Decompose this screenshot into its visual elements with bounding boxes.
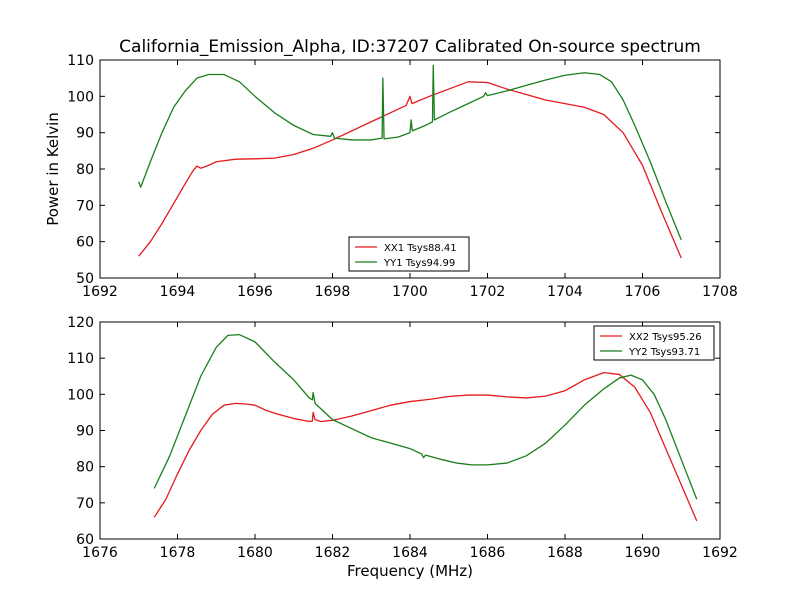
top-y-tick-label: 50	[76, 271, 94, 287]
bottom-x-tick-label: 1678	[160, 545, 196, 561]
top-legend-label-2: YY1 Tsys94.99	[383, 258, 455, 269]
bottom-legend-label-2: YY2 Tsys93.71	[628, 347, 700, 358]
top-y-tick-label: 60	[76, 235, 94, 251]
top-y-tick-label: 110	[67, 53, 94, 69]
top-x-tick-label: 1706	[625, 284, 661, 300]
top-legend-box	[348, 236, 470, 272]
bottom-series-line-2	[153, 334, 698, 500]
bottom-y-tick-label: 110	[67, 351, 94, 367]
top-series-line-2	[138, 64, 682, 241]
bottom-x-tick-label: 1680	[237, 545, 273, 561]
bottom-y-tick-label: 100	[67, 387, 94, 403]
bottom-x-tick-label: 1692	[702, 545, 738, 561]
top-x-tick-label: 1700	[392, 284, 428, 300]
bottom-y-tick-label: 90	[76, 424, 94, 440]
bottom-x-tick-label: 1688	[547, 545, 583, 561]
top-x-tick-label: 1702	[470, 284, 506, 300]
top-y-tick-label: 80	[76, 162, 94, 178]
top-y-axis-label: Power in Kelvin	[44, 112, 62, 226]
bottom-x-axis-label: Frequency (MHz)	[347, 562, 473, 580]
top-plot: 1692 1694 1696 1698 1700 1702 1704 1706 1708 50 60…	[67, 53, 738, 300]
top-y-tick-label: 90	[76, 126, 94, 142]
bottom-x-tick-label: 1676	[82, 545, 118, 561]
bottom-y-tick-label: 70	[76, 496, 94, 512]
top-x-tick-label: 1696	[237, 284, 273, 300]
top-y-tick-label: 100	[67, 89, 94, 105]
top-x-tick-label: 1698	[315, 284, 351, 300]
bottom-y-tick-label: 80	[76, 460, 94, 476]
top-legend: XX1 Tsys88.41 YY1 Tsys94.99	[348, 236, 470, 272]
top-x-tick-label: 1708	[702, 284, 738, 300]
bottom-legend-box	[593, 325, 715, 361]
bottom-y-tick-label: 60	[76, 532, 94, 548]
top-x-tick-label: 1694	[160, 284, 196, 300]
top-legend-label-1: XX1 Tsys88.41	[384, 243, 457, 254]
top-series-line-1	[138, 81, 682, 259]
bottom-x-tick-label: 1682	[315, 545, 351, 561]
top-y-tick-label: 70	[76, 198, 94, 214]
top-chart-title: California_Emission_Alpha, ID:37207 Cali…	[119, 37, 701, 57]
bottom-x-tick-label: 1690	[625, 545, 661, 561]
bottom-x-tick-label: 1686	[470, 545, 506, 561]
bottom-legend-label-1: XX2 Tsys95.26	[629, 332, 702, 343]
bottom-series-line-1	[153, 371, 698, 522]
top-x-tick-label: 1692	[82, 284, 118, 300]
top-x-tick-label: 1704	[547, 284, 583, 300]
bottom-plot: 1676 1678 1680 1682 1684 1686 1688 1690 1692 60 70…	[67, 315, 738, 561]
bottom-legend: XX2 Tsys95.26 YY2 Tsys93.71	[593, 325, 715, 361]
bottom-y-tick-label: 120	[67, 315, 94, 331]
bottom-x-tick-label: 1684	[392, 545, 428, 561]
